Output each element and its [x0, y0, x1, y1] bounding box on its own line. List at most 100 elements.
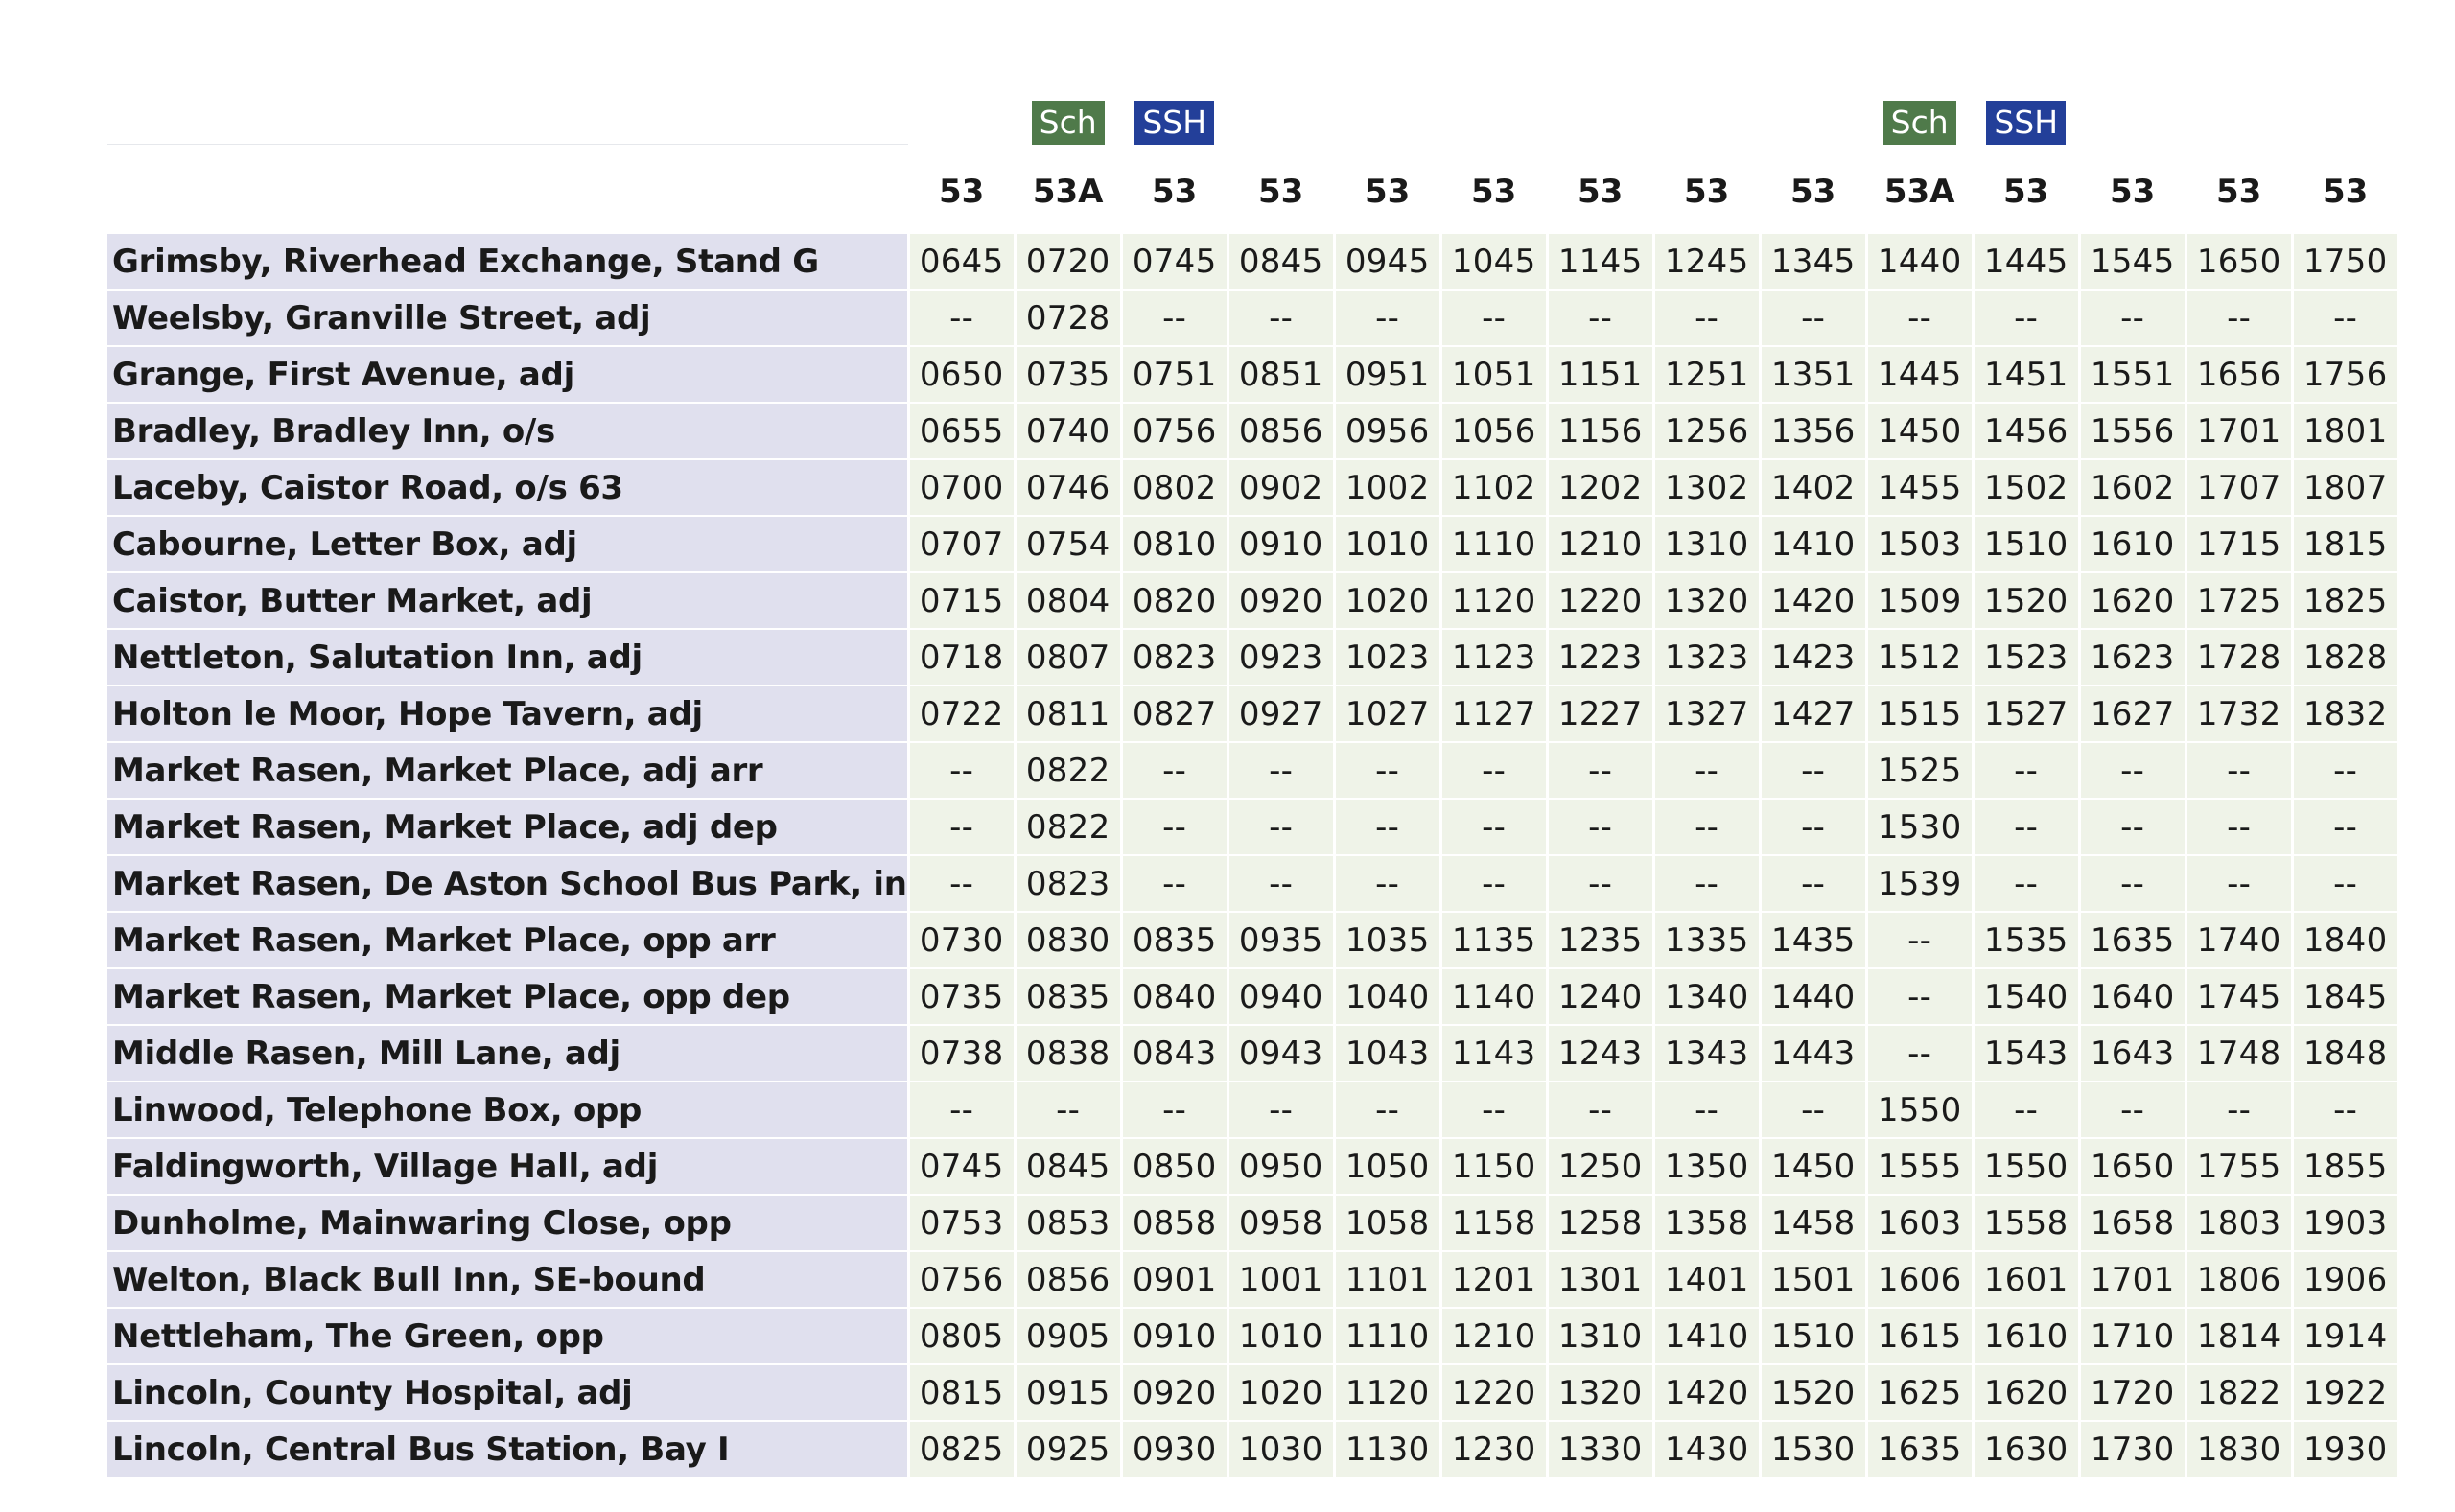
departure-time: -- [2079, 799, 2187, 856]
departure-time: 1140 [1440, 968, 1549, 1026]
departure-time: 1002 [1334, 459, 1442, 517]
departure-time: 1310 [1547, 1308, 1655, 1365]
badge-cell: SSH [1973, 100, 2079, 145]
departure-time: 0707 [908, 516, 1017, 573]
departure-time: 1010 [1228, 1308, 1336, 1365]
table-row: Market Rasen, Market Place, adj dep -- 082… [107, 799, 2400, 856]
departure-time: 0807 [1015, 629, 1123, 686]
table-row: Market Rasen, Market Place, opp dep 0735 0… [107, 968, 2400, 1026]
departure-time: 1530 [1760, 1421, 1868, 1478]
departure-time: 1635 [1866, 1421, 1975, 1478]
departure-time: 0943 [1228, 1025, 1336, 1082]
route-number-row: 53 53A 53 53 53 53 53 53 53 53A 53 53 53 53 [107, 144, 2399, 234]
table-row: Grange, First Avenue, adj 0650 0735 0751 085… [107, 346, 2400, 404]
table-row: Bradley, Bradley Inn, o/s 0655 0740 0756 085… [107, 403, 2400, 460]
departure-time: 1606 [1866, 1251, 1975, 1309]
departure-time: -- [1121, 742, 1229, 800]
departure-time: 0735 [1015, 346, 1123, 404]
departure-time: 0655 [908, 403, 1017, 460]
departure-time: 1220 [1547, 572, 1655, 630]
departure-time: -- [908, 742, 1017, 800]
table-row: Lincoln, Central Bus Station, Bay I 0825 0… [107, 1421, 2400, 1478]
departure-time: 1623 [2079, 629, 2187, 686]
departure-time: 1051 [1440, 346, 1549, 404]
departure-time: 0920 [1228, 572, 1336, 630]
badge-cell [1440, 100, 1547, 145]
departure-time: 1351 [1760, 346, 1868, 404]
departure-time: 1058 [1334, 1195, 1442, 1252]
table-row: Laceby, Caistor Road, o/s 63 0700 0746 0802… [107, 459, 2400, 517]
departure-time: 1556 [2079, 403, 2187, 460]
departure-time: 1828 [2292, 629, 2400, 686]
departure-time: 0956 [1334, 403, 1442, 460]
timetable: Sch SSH Sch SSH 53 53A 53 53 53 53 53 53 53 53A 53 53 5… [107, 100, 2400, 1478]
stop-name: Nettleham, The Green, opp [107, 1308, 910, 1365]
departure-time: 1914 [2292, 1308, 2400, 1365]
departure-time: 1158 [1440, 1195, 1549, 1252]
departure-time: 1520 [1760, 1364, 1868, 1422]
departure-time: 0830 [1015, 912, 1123, 969]
departure-time: -- [1866, 968, 1975, 1026]
departure-time: 1423 [1760, 629, 1868, 686]
departure-time: 1320 [1653, 572, 1762, 630]
departure-time: 1755 [2186, 1138, 2294, 1196]
departure-time: 1715 [2186, 516, 2294, 573]
departure-time: -- [2186, 1082, 2294, 1139]
departure-time: 0840 [1121, 968, 1229, 1026]
stop-name: Lincoln, County Hospital, adj [107, 1364, 910, 1422]
departure-time: -- [1653, 742, 1762, 800]
departure-time: -- [1973, 1082, 2081, 1139]
stop-name: Grimsby, Riverhead Exchange, Stand G [107, 234, 910, 291]
departure-time: 1210 [1440, 1308, 1549, 1365]
departure-time: 1701 [2186, 403, 2294, 460]
departure-time: 1855 [2292, 1138, 2400, 1196]
departure-time: 1320 [1547, 1364, 1655, 1422]
departure-time: 1010 [1334, 516, 1442, 573]
departure-time: 0905 [1015, 1308, 1123, 1365]
route-number: 53 [1228, 144, 1335, 234]
departure-time: -- [1228, 855, 1336, 913]
departure-time: 0856 [1228, 403, 1336, 460]
route-number: 53 [1440, 144, 1548, 234]
departure-time: 1202 [1547, 459, 1655, 517]
departure-time: 1527 [1973, 686, 2081, 743]
route-number: 53 [1547, 144, 1654, 234]
departure-time: 0845 [1015, 1138, 1123, 1196]
badge-row-spacer [107, 100, 908, 145]
stop-name: Grange, First Avenue, adj [107, 346, 910, 404]
departure-time: 0718 [908, 629, 1017, 686]
departure-time: 1825 [2292, 572, 2400, 630]
departure-time: -- [1121, 290, 1229, 347]
departure-time: -- [1440, 742, 1549, 800]
departure-time: -- [2186, 290, 2294, 347]
stop-name: Market Rasen, Market Place, adj dep [107, 799, 910, 856]
departure-time: 0910 [1121, 1308, 1229, 1365]
departure-time: -- [908, 855, 1017, 913]
departure-time: 1030 [1228, 1421, 1336, 1478]
departure-time: -- [2292, 855, 2400, 913]
departure-time: 1340 [1653, 968, 1762, 1026]
departure-time: 1509 [1866, 572, 1975, 630]
departure-time: 0650 [908, 346, 1017, 404]
departure-time: 1110 [1440, 516, 1549, 573]
departure-time: -- [1760, 742, 1868, 800]
departure-time: -- [2292, 1082, 2400, 1139]
departure-time: 0823 [1121, 629, 1229, 686]
badge-cell: Sch [1015, 100, 1121, 145]
departure-time: -- [1015, 1082, 1123, 1139]
departure-time: -- [1440, 855, 1549, 913]
departure-time: 1455 [1866, 459, 1975, 517]
badge-cell [1760, 100, 1866, 145]
departure-time: 1745 [2186, 968, 2294, 1026]
route-number: 53 [908, 144, 1016, 234]
departure-time: 1512 [1866, 629, 1975, 686]
departure-time: 1658 [2079, 1195, 2187, 1252]
table-row: Caistor, Butter Market, adj 0715 0804 0820 0… [107, 572, 2400, 630]
departure-time: 0822 [1015, 799, 1123, 856]
departure-time: -- [1121, 855, 1229, 913]
departure-time: 1502 [1973, 459, 2081, 517]
route-number: 53 [1653, 144, 1761, 234]
departure-time: -- [1121, 1082, 1229, 1139]
table-row: Welton, Black Bull Inn, SE-bound 0756 0856… [107, 1251, 2400, 1309]
departure-time: 1456 [1973, 403, 2081, 460]
